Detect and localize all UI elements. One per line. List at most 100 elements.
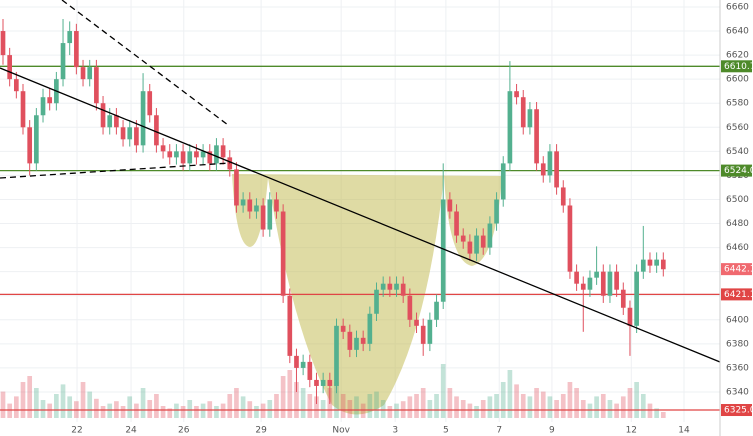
candle-body [287,295,293,356]
volume-bar [240,396,246,418]
volume-bar [474,406,479,418]
volume-bar [60,384,66,418]
volume-bar [220,403,226,418]
candle-body [354,337,359,350]
volume-bar [267,400,273,418]
price-label: 6610.7 [724,62,753,72]
volume-bar [414,394,419,418]
volume-bar [7,403,13,418]
candle-body [420,325,426,344]
candle-body [647,259,653,266]
volume-bar [540,391,546,418]
candle-body [380,283,386,290]
y-tick-label: 6640 [726,27,749,37]
candle-body [394,283,399,290]
candle-body [60,43,66,80]
candle-body [347,331,353,350]
candle-body [607,271,613,296]
candle-body [127,127,133,140]
candle-body [0,31,6,56]
candle-body [634,271,639,326]
y-tick-label: 6660 [726,2,749,12]
volume-bar [154,394,159,418]
volume-bar [647,403,653,418]
volume-bar [500,382,506,418]
volume-bar [460,400,466,418]
y-tick-label: 6560 [726,123,749,133]
volume-bar [187,400,193,418]
candle-body [340,325,346,332]
candle-body [120,127,126,140]
volume-bar [334,382,339,418]
candle-body [494,199,499,224]
volume-bar [480,400,486,418]
volume-bar [280,376,286,418]
price-label-box [721,60,752,73]
candle-body [334,325,339,386]
volume-bar [427,400,433,418]
candle-body [574,271,579,284]
volume-bar [214,406,219,418]
price-axis [720,0,753,436]
candle-body [654,259,659,266]
x-tick-label: 9 [549,426,555,436]
candle-body [374,289,379,314]
y-tick-label: 6340 [726,387,749,397]
volume-bar [287,370,293,418]
candle-body [147,91,153,116]
y-tick-label: 6480 [726,219,749,229]
candle-body [47,97,53,104]
candle-body [580,283,586,290]
price-label-box [721,164,752,177]
volume-bar [514,384,519,418]
y-tick-label: 6620 [726,51,749,61]
candle-body [367,313,373,344]
price-label: 6421.1 [724,290,753,300]
price-label-box [721,404,752,417]
x-tick-label: 26 [178,426,190,436]
volume-bar [340,394,346,418]
candle-body [407,295,413,320]
candle-body [454,211,459,236]
volume-bar [574,388,579,418]
y-tick-label: 6360 [726,363,749,373]
candle-body [320,379,326,386]
volume-bar [507,370,513,418]
x-tick-label: 12 [626,426,637,436]
candle-body [214,145,219,164]
candle-body [527,109,533,128]
candle-body [560,187,566,206]
price-label-box [721,288,752,301]
volume-bar [354,396,359,418]
axis-labels: 6340636063806400642064406460648065006520… [71,2,753,435]
x-tick-label: 14 [678,426,690,436]
volume-bar [140,388,146,418]
x-tick-label: 7 [496,426,502,436]
candle-body [314,379,319,386]
volume-bar [320,400,326,418]
candle-body [140,91,146,146]
candle-body [200,151,206,158]
candle-body [160,145,166,152]
candle-body [267,199,273,230]
candle-body [7,55,13,80]
price-label: 6325.0 [724,406,753,416]
x-tick-label: 22 [71,426,82,436]
volume-bar [14,396,19,418]
volume-bar [374,391,379,418]
volume-bar [40,400,46,418]
volume-bar [107,403,113,418]
candle-body [540,163,546,176]
candle-body [487,223,493,248]
volume-bar [307,394,313,418]
candle-body [620,289,626,308]
volume-bar [0,391,6,418]
volume-bar [47,403,53,418]
volume-bar [274,394,279,418]
y-tick-label: 6540 [726,147,749,157]
x-tick-label: Nov [332,426,350,436]
candle-body [547,151,553,176]
volume-bar [560,394,566,418]
candle-body [660,259,666,270]
candle-body [627,307,633,326]
